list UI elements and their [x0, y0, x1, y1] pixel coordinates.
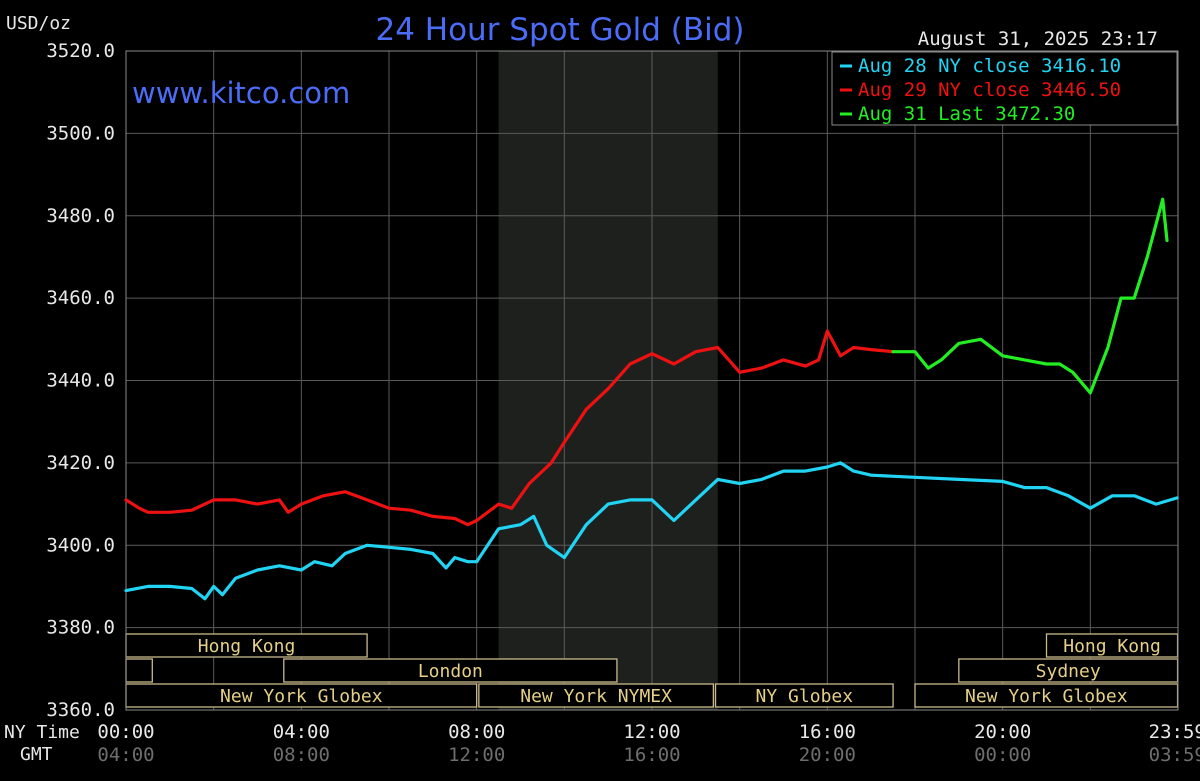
session-label: Hong Kong [1063, 636, 1161, 657]
grid-lines [126, 51, 1178, 710]
session-box [714, 683, 894, 708]
legend-box [831, 51, 1178, 126]
session-label: New York Globex [220, 686, 383, 707]
y-tick-label: 3460.0 [46, 287, 115, 309]
y-tick-label: 3500.0 [46, 122, 115, 144]
x-tick-label-gmt: 08:00 [273, 744, 330, 766]
session-label: Hong Kong [198, 636, 296, 657]
y-axis-ticks: 3520.0 3500.0 3480.0 3460.0 3440.0 3420.0 3400… [46, 40, 115, 721]
x-tick-label-ny: 20:00 [974, 721, 1031, 743]
x-axis-ticks: 00:0004:0008:0012:0016:0020:0023:5904:00… [97, 721, 1200, 766]
y-axis-unit-label: USD/oz [6, 13, 71, 34]
y-tick-label: 3520.0 [46, 40, 115, 62]
y-tick-label: 3480.0 [46, 205, 115, 227]
timestamp: August 31, 2025 23:17 [918, 28, 1158, 50]
x-tick-label-ny: 08:00 [448, 721, 505, 743]
x-tick-label-gmt: 12:00 [448, 744, 505, 766]
series-line-aug-28 [124, 461, 1179, 601]
ny-time-row-label: NY Time [4, 722, 80, 743]
x-tick-label-gmt: 03:59 [1149, 744, 1200, 766]
session-label: New York Globex [965, 686, 1128, 707]
session-label: NY Globex [756, 686, 854, 707]
y-tick-label: 3380.0 [46, 617, 115, 639]
legend-entry: Aug 31 Last 3472.30 [858, 103, 1075, 125]
chart-title: 24 Hour Spot Gold (Bid) [375, 12, 744, 48]
legend-entry: Aug 28 NY close 3416.10 [858, 55, 1121, 77]
y-tick-label: 3400.0 [46, 534, 115, 556]
x-tick-label-gmt: 20:00 [799, 744, 856, 766]
x-tick-label-gmt: 00:00 [974, 744, 1031, 766]
session-box [125, 658, 153, 683]
x-tick-label-ny: 23:59 [1149, 721, 1200, 743]
y-tick-label: 3440.0 [46, 370, 115, 392]
legend-entry: Aug 29 NY close 3446.50 [858, 79, 1121, 101]
price-series [124, 197, 1179, 601]
session-box [283, 658, 618, 683]
session-label: New York NYMEX [520, 686, 672, 707]
x-tick-label-gmt: 16:00 [623, 744, 680, 766]
x-tick-label-gmt: 04:00 [97, 744, 154, 766]
series-line-aug-29 [124, 329, 895, 527]
y-tick-label: 3360.0 [46, 699, 115, 721]
session-box [478, 683, 715, 708]
market-sessions: Hong Kong Hong Kong London Sydney New York G… [125, 633, 1179, 708]
session-label: Sydney [1036, 661, 1101, 682]
x-tick-label-ny: 16:00 [799, 721, 856, 743]
x-tick-label-ny: 12:00 [623, 721, 680, 743]
kitco-watermark: www.kitco.com [132, 76, 350, 110]
series-line-aug-31 [891, 197, 1169, 395]
gmt-row-label: GMT [20, 744, 53, 765]
x-tick-label-ny: 04:00 [273, 721, 330, 743]
plot-frame [125, 50, 1179, 711]
x-tick-label-ny: 00:00 [97, 721, 154, 743]
session-label: London [418, 661, 483, 682]
y-tick-label: 3420.0 [46, 452, 115, 474]
